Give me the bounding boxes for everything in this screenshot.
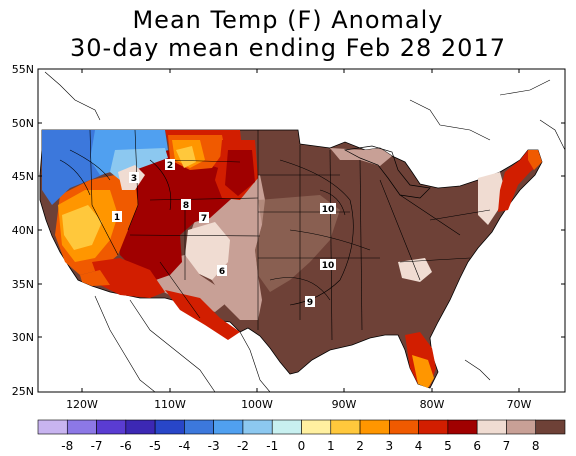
colorbar: -8 -7 -6 -5 -4 -3 -2 -1 0 1 2 3 4 5 6 7 8 [37, 419, 566, 453]
contour-label-text: 6 [219, 267, 225, 277]
colorbar-label: 6 [473, 439, 481, 453]
lon-tick-90w: 90W [332, 398, 357, 411]
colorbar-swatch [330, 419, 361, 435]
contour-label-text: 7 [201, 214, 207, 224]
lat-tick-55n: 55N [12, 63, 34, 76]
colorbar-label: -2 [237, 439, 249, 453]
contour-label: 8 [181, 199, 191, 211]
colorbar-label: -7 [91, 439, 103, 453]
orange-region-florida [412, 355, 434, 388]
neighboring-coastlines [44, 71, 565, 392]
orange-region-maine [528, 150, 542, 170]
colorbar-label: -8 [61, 439, 73, 453]
red-region-texas-west [165, 290, 240, 340]
lat-tick-30n: 30N [12, 331, 34, 344]
colorbar-swatch [96, 419, 127, 435]
contour-label-text: 10 [322, 261, 335, 271]
contour-label-text: 2 [167, 161, 173, 171]
lat-tick-35n: 35N [12, 278, 34, 291]
red-region-new-england [498, 150, 542, 212]
lon-axis: 120W 110W 100W 90W 80W 70W [66, 69, 532, 411]
lat-tick-45n: 45N [12, 170, 34, 183]
contour-label-text: 9 [307, 298, 313, 308]
lon-tick-120w: 120W [66, 398, 98, 411]
map-title: Mean Temp (F) Anomaly [132, 6, 444, 34]
map-subtitle: 30-day mean ending Feb 28 2017 [70, 34, 506, 62]
lat-tick-40n: 40N [12, 224, 34, 237]
contour-label: 6 [217, 265, 227, 277]
lat-tick-25n: 25N [12, 385, 34, 398]
pale-region-southeast [398, 258, 432, 282]
yellow-region-montana [176, 146, 196, 168]
colorbar-swatch [301, 419, 332, 435]
colorbar-label: -5 [149, 439, 161, 453]
colorbar-swatch [66, 419, 97, 435]
lat-axis: 55N 50N 45N 40N 35N 30N 25N [12, 63, 565, 398]
colorbar-swatch [535, 419, 566, 435]
contour-label: 10 [320, 259, 336, 271]
lon-tick-80w: 80W [420, 398, 445, 411]
contour-label: 9 [305, 296, 315, 308]
mid-brown-region-central [255, 195, 340, 292]
colorbar-swatch [37, 419, 68, 435]
colorbar-label: 7 [503, 439, 511, 453]
colorbar-swatch [418, 419, 449, 435]
colorbar-label: 1 [327, 439, 335, 453]
contour-label: 10 [320, 203, 336, 215]
colorbar-label: 5 [444, 439, 452, 453]
contour-label: 7 [199, 212, 209, 224]
colorbar-swatch [154, 419, 185, 435]
colorbar-swatch [447, 419, 478, 435]
contour-label: 3 [129, 172, 139, 184]
contour-label-text: 8 [183, 201, 189, 211]
yellow-region-california [62, 205, 102, 250]
colorbar-swatch [271, 419, 302, 435]
colorbar-swatch [213, 419, 244, 435]
contour-labels: 2 3 1 8 7 10 6 10 9 [112, 159, 336, 308]
colorbar-label: -1 [266, 439, 278, 453]
colorbar-label: -4 [178, 439, 190, 453]
contour-lines [59, 149, 371, 306]
pale-region-northeast [478, 172, 505, 225]
great-lakes [343, 145, 431, 199]
contour-label-text: 10 [322, 205, 335, 215]
contour-label: 1 [112, 211, 122, 223]
colorbar-label: 4 [415, 439, 423, 453]
light-brown-region-lakes [330, 148, 392, 166]
contour-label-text: 3 [131, 174, 137, 184]
colorbar-label: -3 [208, 439, 220, 453]
colorbar-label: 8 [532, 439, 540, 453]
contour-label-text: 1 [114, 213, 120, 223]
colorbar-swatch [242, 419, 273, 435]
colorbar-label: 0 [298, 439, 306, 453]
lat-tick-50n: 50N [12, 117, 34, 130]
state-borders [89, 129, 491, 341]
colorbar-swatch [476, 419, 507, 435]
colorbar-label: -6 [120, 439, 132, 453]
colorbar-label: 3 [386, 439, 394, 453]
colorbar-swatch [506, 419, 537, 435]
contour-label: 2 [165, 159, 175, 171]
lon-tick-110w: 110W [154, 398, 186, 411]
colorbar-swatch [125, 419, 156, 435]
map-area [39, 71, 565, 392]
colorbar-label: 2 [356, 439, 364, 453]
red-region-southwest [92, 258, 165, 298]
colorbar-swatch [389, 419, 419, 435]
orange-red-region-southwest [80, 270, 110, 286]
colorbar-swatch [359, 419, 390, 435]
lon-tick-100w: 100W [241, 398, 273, 411]
lon-tick-70w: 70W [507, 398, 532, 411]
colorbar-swatch [184, 419, 214, 435]
